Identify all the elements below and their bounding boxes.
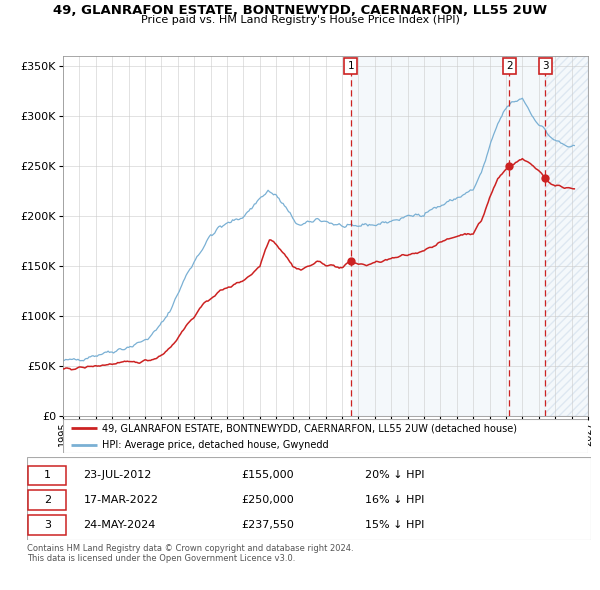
- Bar: [545, 56, 588, 416]
- Text: 49, GLANRAFON ESTATE, BONTNEWYDD, CAERNARFON, LL55 2UW (detached house): 49, GLANRAFON ESTATE, BONTNEWYDD, CAERNA…: [103, 424, 517, 434]
- Text: 16% ↓ HPI: 16% ↓ HPI: [365, 495, 425, 505]
- Text: Price paid vs. HM Land Registry's House Price Index (HPI): Price paid vs. HM Land Registry's House …: [140, 15, 460, 25]
- Text: Contains HM Land Registry data © Crown copyright and database right 2024.
This d: Contains HM Land Registry data © Crown c…: [27, 544, 353, 563]
- Text: 1: 1: [347, 61, 354, 71]
- Text: HPI: Average price, detached house, Gwynedd: HPI: Average price, detached house, Gwyn…: [103, 440, 329, 450]
- Text: 2: 2: [506, 61, 513, 71]
- Text: 15% ↓ HPI: 15% ↓ HPI: [365, 520, 425, 530]
- Text: 23-JUL-2012: 23-JUL-2012: [83, 470, 152, 480]
- Text: 17-MAR-2022: 17-MAR-2022: [83, 495, 158, 505]
- Text: 20% ↓ HPI: 20% ↓ HPI: [365, 470, 425, 480]
- Text: £237,550: £237,550: [241, 520, 294, 530]
- Text: 3: 3: [44, 520, 51, 530]
- Text: 1: 1: [44, 470, 51, 480]
- Text: 2: 2: [44, 495, 51, 505]
- FancyBboxPatch shape: [63, 419, 588, 453]
- Text: £155,000: £155,000: [241, 470, 294, 480]
- FancyBboxPatch shape: [27, 457, 591, 540]
- Bar: [351, 56, 588, 416]
- FancyBboxPatch shape: [28, 490, 67, 510]
- Text: 49, GLANRAFON ESTATE, BONTNEWYDD, CAERNARFON, LL55 2UW: 49, GLANRAFON ESTATE, BONTNEWYDD, CAERNA…: [53, 4, 547, 17]
- FancyBboxPatch shape: [28, 466, 67, 486]
- Text: 3: 3: [542, 61, 548, 71]
- FancyBboxPatch shape: [28, 515, 67, 535]
- Text: £250,000: £250,000: [241, 495, 294, 505]
- Text: 24-MAY-2024: 24-MAY-2024: [83, 520, 156, 530]
